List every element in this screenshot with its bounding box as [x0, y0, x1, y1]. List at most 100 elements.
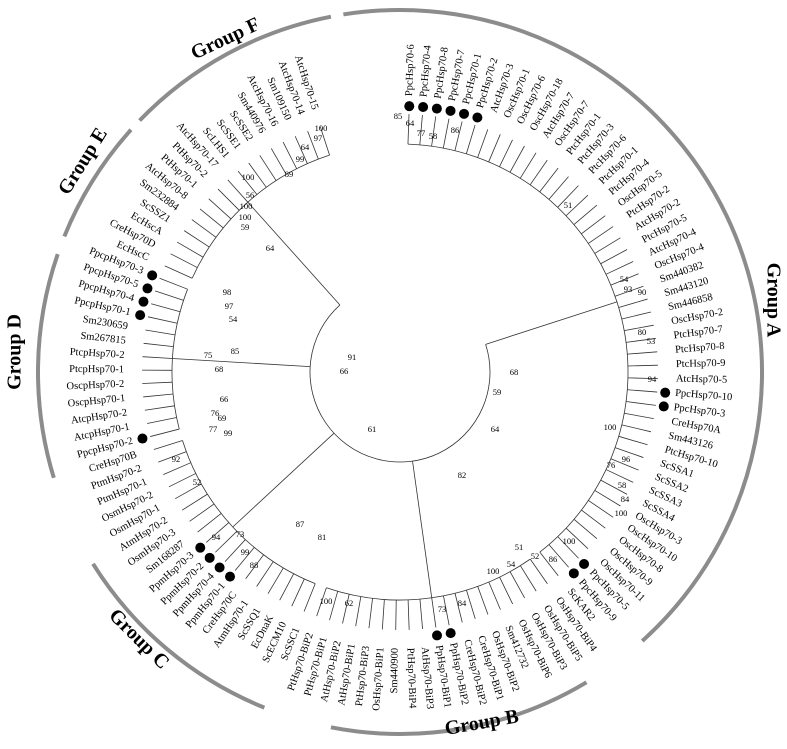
branch: [614, 447, 644, 458]
branch: [172, 358, 311, 368]
branch: [142, 381, 173, 384]
bootstrap-value: 68: [510, 367, 519, 377]
branch: [319, 126, 330, 156]
bootstrap-value: 69: [218, 413, 227, 423]
branch: [557, 185, 579, 208]
bootstrap-value: 100: [563, 536, 576, 546]
bootstrap-value: 59: [493, 387, 502, 397]
branch: [624, 324, 654, 332]
branch: [610, 273, 639, 286]
branch: [442, 118, 450, 149]
bootstrap-value: 100: [320, 596, 333, 606]
branch: [588, 226, 614, 244]
branch: [217, 188, 240, 211]
branch: [151, 303, 181, 313]
branch: [381, 599, 385, 630]
bootstrap-value: 73: [236, 529, 245, 539]
branch: [627, 364, 658, 367]
bootstrap-value: 53: [647, 336, 656, 346]
marker-dot: [225, 571, 236, 582]
marker-dot: [579, 559, 590, 570]
branch: [309, 304, 491, 463]
bootstrap-value: 64: [491, 424, 500, 434]
bootstrap-value: 75: [204, 350, 213, 360]
branch: [454, 593, 463, 623]
branch: [477, 586, 489, 615]
bootstrap-value: 64: [301, 142, 310, 152]
branch: [539, 551, 559, 577]
bootstrap-value: 93: [624, 284, 633, 294]
branch: [499, 139, 513, 168]
branch: [326, 558, 531, 601]
branch: [159, 277, 188, 290]
leaf-label: Sm440900: [389, 648, 401, 694]
branch: [605, 261, 634, 275]
bootstrap-value: 100: [240, 201, 253, 211]
branch: [573, 518, 598, 539]
branch: [588, 500, 614, 518]
leaf-label: OscpHsp70-1: [67, 393, 126, 410]
bootstrap-value: 88: [250, 560, 259, 570]
branch: [431, 116, 437, 147]
leaf-label: PtHsp70-BiP3: [354, 645, 372, 707]
group-arc: [91, 562, 266, 710]
bootstrap-value: 66: [220, 394, 229, 404]
bootstrap-value: 100: [242, 172, 255, 182]
bootstrap-value: 99: [241, 547, 250, 557]
branch: [618, 435, 648, 446]
bootstrap-value: 81: [318, 532, 327, 542]
branch: [519, 152, 537, 179]
branch: [509, 145, 525, 173]
branch: [621, 424, 652, 433]
bootstrap-value: 90: [638, 287, 647, 297]
bootstrap-value: 100: [615, 508, 628, 518]
branch: [443, 595, 450, 626]
group-label: Group D: [4, 314, 26, 390]
marker-dot: [142, 283, 153, 294]
branch: [627, 377, 658, 380]
bootstrap-value: 98: [223, 287, 232, 297]
group-arc: [330, 680, 588, 736]
branch: [626, 338, 656, 343]
branch: [294, 136, 308, 164]
branch: [614, 285, 644, 297]
group-label: Group A: [762, 263, 784, 338]
branch: [142, 356, 173, 359]
branch: [208, 198, 232, 220]
bootstrap-value: 89: [285, 169, 294, 179]
marker-dot: [660, 387, 671, 398]
group-arc: [36, 253, 60, 479]
marker-dot: [135, 310, 146, 321]
marker-dot: [432, 630, 443, 641]
branch: [509, 571, 525, 599]
branch: [191, 154, 330, 279]
branch: [234, 547, 255, 571]
branch: [316, 587, 327, 617]
bootstrap-value: 77: [417, 128, 426, 138]
bootstrap-value: 85: [394, 111, 403, 121]
branch: [581, 215, 606, 235]
marker-dot: [459, 108, 470, 119]
branch: [247, 201, 341, 306]
branch: [520, 565, 537, 592]
branch: [581, 509, 606, 529]
bootstrap-value: 68: [215, 364, 224, 374]
bootstrap-value: 86: [549, 554, 558, 564]
bootstrap-value: 62: [345, 598, 354, 608]
branch: [600, 249, 628, 265]
branch: [618, 298, 648, 308]
leaf-label: AtcHsp70-5: [676, 374, 728, 386]
bootstrap-value: 97: [314, 133, 323, 143]
branch: [147, 417, 177, 424]
bootstrap-value: 61: [368, 424, 377, 434]
branch: [227, 179, 249, 203]
branch: [368, 598, 373, 629]
leaf-label: OscpHsp70-2: [66, 379, 124, 393]
branch: [342, 594, 350, 624]
bootstrap-value: 94: [648, 374, 657, 384]
marker-dot: [472, 112, 483, 123]
branch: [539, 167, 559, 193]
bootstrap-value: 54: [620, 274, 629, 284]
branch: [197, 513, 222, 533]
